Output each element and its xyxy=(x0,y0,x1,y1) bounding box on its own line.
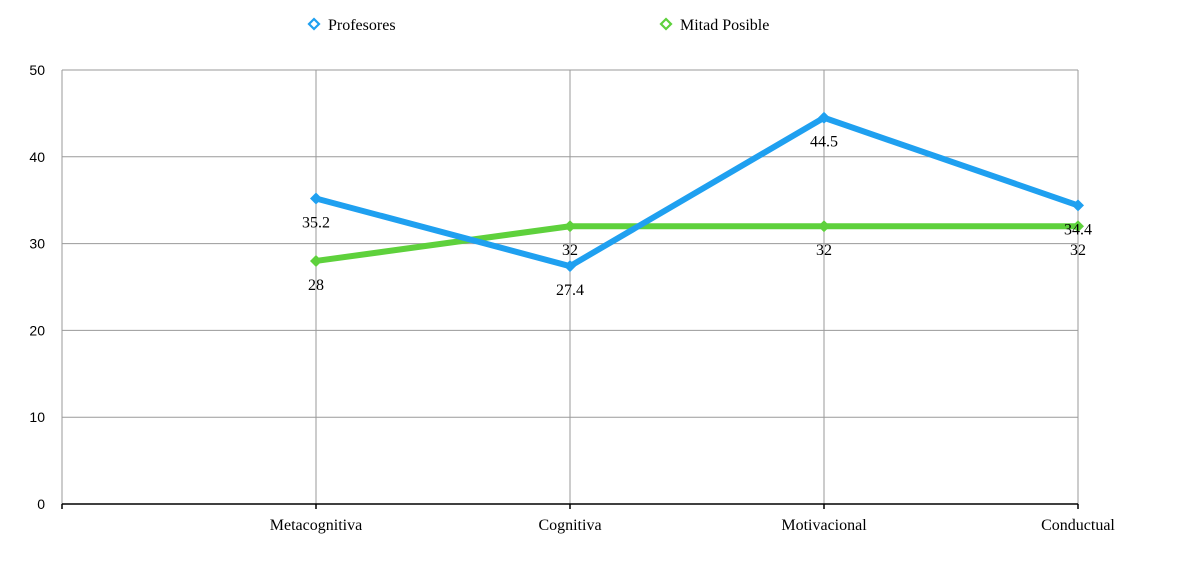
x-tick-label-metacognitiva: Metacognitiva xyxy=(270,517,362,534)
data-label-mitad-posible-motivacional: 32 xyxy=(816,242,832,259)
data-point-mitad-posible-motivacional xyxy=(818,220,830,233)
y-tick-label: 50 xyxy=(29,62,45,78)
data-label-mitad-posible-conductual: 32 xyxy=(1070,242,1086,259)
data-label-mitad-posible-cognitiva: 32 xyxy=(562,242,578,259)
y-tick-label: 20 xyxy=(29,322,45,338)
legend-marker-profesores xyxy=(307,17,321,31)
axes: 0 10 20 30 40 50 Metacognitiva Cognitiva Motivac… xyxy=(29,62,1115,534)
data-label-profesores-motivacional: 44.5 xyxy=(810,134,838,151)
data-point-mitad-posible-cognitiva xyxy=(564,220,576,233)
data-point-profesores-metacognitiva xyxy=(310,192,322,205)
y-tick-label: 40 xyxy=(29,149,45,165)
data-label-profesores-metacognitiva: 35.2 xyxy=(302,214,330,231)
legend-label-profesores: Profesores xyxy=(328,17,396,34)
data-point-mitad-posible-metacognitiva xyxy=(310,254,322,267)
data-labels: 35.2 27.4 44.5 34.4 28 32 32 32 xyxy=(302,134,1092,299)
data-point-profesores-conductual xyxy=(1072,199,1084,212)
series-line-profesores xyxy=(313,114,1081,270)
series-line-mitad-posible xyxy=(313,223,1081,264)
data-label-profesores-cognitiva: 27.4 xyxy=(556,282,584,299)
x-tick-label-conductual: Conductual xyxy=(1041,517,1115,534)
legend-marker-mitad-posible xyxy=(659,17,673,31)
x-tick-label-motivacional: Motivacional xyxy=(781,517,867,534)
data-label-mitad-posible-metacognitiva: 28 xyxy=(308,277,324,294)
y-tick-label: 0 xyxy=(37,496,45,512)
legend-label-mitad-posible: Mitad Posible xyxy=(680,17,769,34)
data-point-profesores-cognitiva xyxy=(564,260,576,273)
y-tick-label: 10 xyxy=(29,409,45,425)
series xyxy=(310,111,1084,273)
y-tick-label: 30 xyxy=(29,236,45,252)
legend: Profesores Mitad Posible xyxy=(307,17,769,34)
data-label-profesores-conductual: 34.4 xyxy=(1064,221,1092,238)
data-point-profesores-motivacional xyxy=(818,111,830,124)
x-tick-label-cognitiva: Cognitiva xyxy=(538,517,601,534)
grid xyxy=(61,69,1079,504)
data-point-mitad-posible-conductual xyxy=(1072,220,1084,233)
